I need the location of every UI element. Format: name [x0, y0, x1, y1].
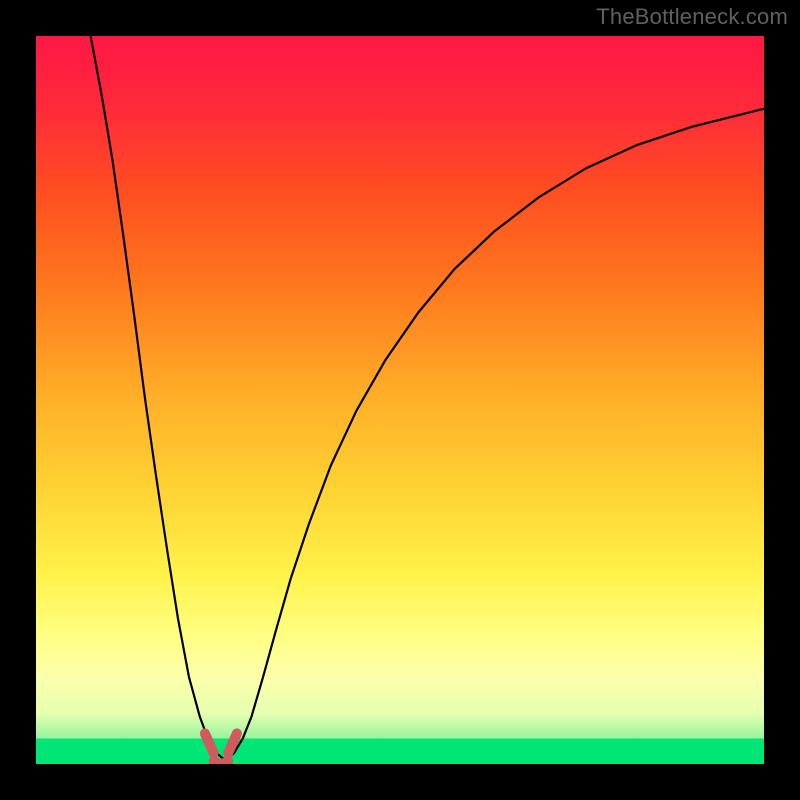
chart-svg: [0, 0, 800, 800]
chart-frame: TheBottleneck.com: [0, 0, 800, 800]
green-band: [36, 739, 764, 764]
watermark-text: TheBottleneck.com: [596, 4, 788, 30]
